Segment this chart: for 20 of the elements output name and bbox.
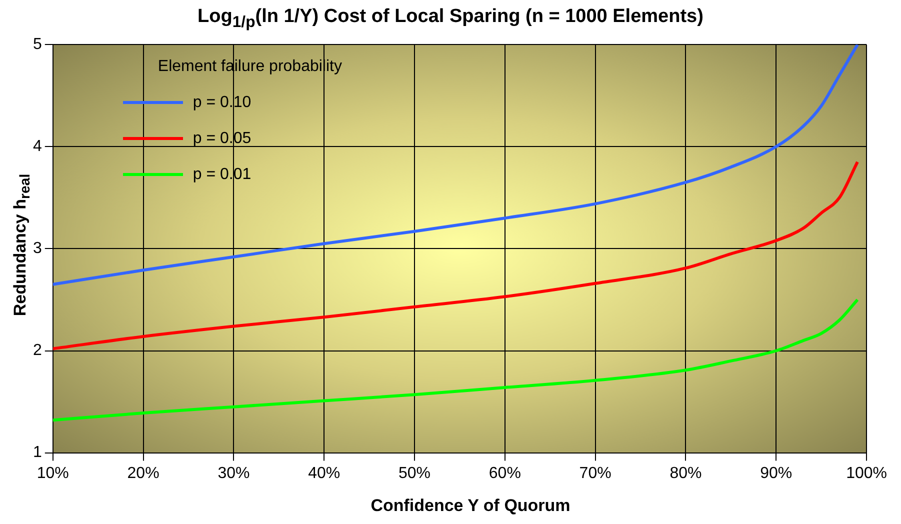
x-axis-title: Confidence Y of Quorum — [370, 496, 572, 516]
x-tick-label: 80% — [670, 464, 702, 482]
line-series — [52, 160, 859, 350]
x-tick-label: 40% — [308, 464, 340, 482]
x-tick-label: 30% — [218, 464, 250, 482]
x-tick-label: 70% — [579, 464, 612, 482]
y-tick-label: 4 — [32, 138, 42, 156]
x-tick-label: 60% — [488, 464, 521, 482]
x-tick-label: 10% — [36, 464, 69, 482]
line-series — [52, 44, 859, 286]
x-tick-label: 90% — [760, 464, 792, 482]
chart-title: Log$_{1/p}$(ln 1/Y) Cost of Local Sparing (n = 1000 Elements) — [196, 6, 704, 32]
x-tick-label: 20% — [127, 464, 160, 482]
y-tick-label: 3 — [32, 240, 42, 258]
line-series — [52, 298, 859, 422]
x-tick-label: 50% — [398, 464, 431, 482]
y-tick-label: 1 — [32, 444, 42, 462]
y-tick-label: 5 — [32, 36, 42, 54]
y-tick-label: 2 — [32, 342, 42, 360]
x-tick-label: 100% — [846, 464, 887, 482]
